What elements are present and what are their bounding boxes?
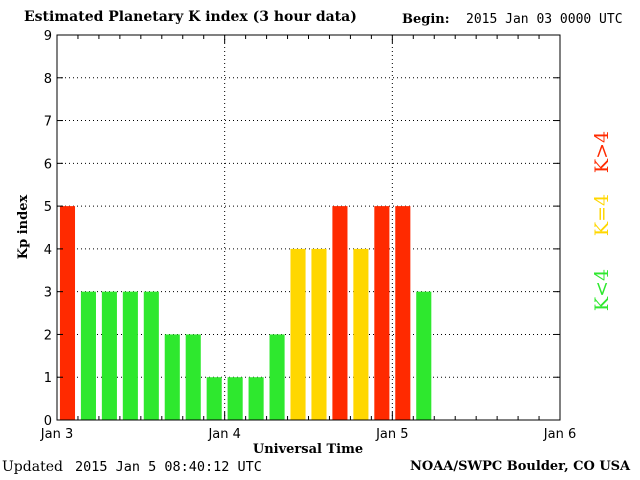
updated-value: 2015 Jan 5 08:40:12 UTC [75, 459, 262, 475]
kp-bar [290, 248, 306, 420]
kp-bar [164, 334, 180, 420]
x-tick-label: Jan 3 [40, 427, 73, 442]
y-tick-label: 7 [44, 115, 52, 130]
kp-bar [311, 248, 327, 420]
y-tick-label: 5 [44, 200, 52, 215]
begin-label: Begin: [402, 12, 450, 27]
y-tick-label: 1 [44, 371, 52, 386]
begin-value: 2015 Jan 03 0000 UTC [466, 12, 623, 27]
chart-title: Estimated Planetary K index (3 hour data… [24, 9, 357, 25]
legend-entry: K>4 [591, 131, 613, 173]
y-tick-label: 3 [44, 286, 52, 301]
y-axis-title: Kp index [16, 195, 31, 260]
kp-bar [248, 377, 264, 420]
updated-label: Updated [2, 459, 63, 475]
x-tick-label: Jan 4 [207, 427, 240, 442]
kp-bar [374, 206, 390, 420]
kp-bar [143, 291, 159, 420]
kp-bar [59, 206, 76, 420]
kp-bar [101, 291, 117, 420]
kp-bar [395, 206, 411, 420]
credit-text: NOAA/SWPC Boulder, CO USA [410, 459, 631, 474]
y-tick-label: 9 [44, 29, 52, 44]
kp-bar [206, 377, 222, 420]
y-tick-label: 8 [44, 72, 52, 87]
x-axis-title: Universal Time [253, 442, 363, 457]
kp-bar [122, 291, 138, 420]
y-tick-label: 0 [44, 414, 52, 429]
y-tick-label: 2 [44, 328, 52, 343]
legend-entry: K=4 [591, 194, 613, 236]
x-tick-label: Jan 6 [543, 427, 576, 442]
kp-bar [80, 291, 96, 420]
kp-bar [332, 206, 348, 420]
kp-bar [269, 334, 285, 420]
x-tick-label: Jan 5 [375, 427, 408, 442]
kp-bar [227, 377, 243, 420]
kp-bar [185, 334, 201, 420]
y-tick-label: 4 [44, 243, 52, 258]
kp-bar [353, 248, 369, 420]
y-tick-label: 6 [44, 157, 52, 172]
kp-bar [416, 291, 432, 420]
legend-entry: K<4 [591, 269, 613, 311]
